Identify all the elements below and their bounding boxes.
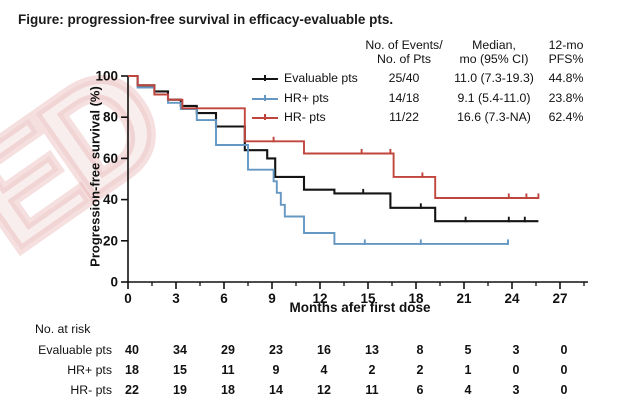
x-tick-label: 12 [312,291,327,306]
y-tick-label: 40 [103,192,118,207]
legend-header-line: No. of Events/ [365,38,443,52]
at-risk-value: 8 [416,343,424,357]
y-tick-label: 60 [103,151,118,166]
legend-header-line: No. of Pts [377,52,431,66]
at-risk-row-label: HR+ pts [67,363,112,377]
legend: No. of Events/No. of Pts Median, mo (95% C… [0,0,622,140]
y-tick-label: 20 [103,233,118,248]
figure-title: Figure: progression-free survival in eff… [18,12,394,27]
x-tick-label: 15 [360,291,376,306]
legend-median-value: 11.0 (7.3-19.3) [454,71,534,85]
legend-row: Evaluable pts 25/40 11.0 (7.3-19.3) 44.8% [0,70,622,88]
legend-pfs-value: 44.8% [548,71,584,85]
at-risk-value: 23 [269,343,283,357]
at-risk-row-label: Evaluable pts [38,343,112,357]
at-risk-value: 0 [560,343,568,357]
legend-header-line: mo (95% CI) [459,52,529,66]
at-risk-value: 1 [464,363,472,377]
legend-column-header: Median, mo (95% CI) [429,38,559,66]
at-risk-value: 5 [464,343,472,357]
legend-censor-tick [263,74,266,81]
legend-median-value: 16.6 (7.3-NA) [457,110,531,124]
x-tick-label: 21 [456,291,472,306]
x-axis-label: Months afer first dose [289,300,431,315]
x-tick-label: 27 [552,291,567,306]
at-risk-value: 3 [512,343,520,357]
at-risk-value: 19 [173,383,187,397]
at-risk-value: 4 [464,383,472,397]
at-risk-value: 40 [125,343,139,357]
legend-swatch [252,112,278,124]
legend-events-value: 11/22 [389,110,419,124]
at-risk-row-label: HR- pts [70,383,112,397]
at-risk-value: 18 [221,383,235,397]
legend-censor-tick [263,113,266,120]
x-tick-label: 9 [268,291,276,306]
legend-label: HR+ pts [284,91,329,105]
at-risk-value: 22 [125,383,139,397]
legend-column-header: 12-mo PFS% [534,38,598,66]
legend-label: Evaluable pts [284,71,358,85]
at-risk-value: 9 [272,363,280,377]
survival-curve-2 [128,75,539,199]
legend-events-value: 14/18 [388,91,420,105]
at-risk-value: 2 [416,363,424,377]
legend-pfs-value: 62.4% [548,110,584,124]
x-tick-label: 6 [220,291,228,306]
legend-header-line: PFS% [548,52,584,66]
legend-censor-tick [263,94,266,101]
legend-header-line: Median, [472,38,516,52]
x-tick-label: 24 [504,291,520,306]
y-tick-label: 100 [95,69,118,84]
at-risk-value: 11 [365,383,379,397]
y-tick-label: 80 [103,110,118,125]
at-risk-value: 6 [416,383,424,397]
legend-swatch [252,73,278,85]
at-risk-value: 4 [320,363,328,377]
legend-pfs-value: 23.8% [548,91,584,105]
x-tick-label: 18 [408,291,424,306]
at-risk-value: 16 [317,343,331,357]
legend-header-line: 12-mo [548,38,584,52]
x-tick-label: 3 [172,291,180,306]
at-risk-value: 13 [365,343,379,357]
at-risk-value: 34 [173,343,187,357]
legend-label: HR- pts [284,110,326,124]
legend-swatch [252,93,278,105]
at-risk-value: 2 [368,363,376,377]
at-risk-value: 14 [269,383,283,397]
at-risk-value: 12 [317,383,331,397]
legend-row: HR- pts 11/22 16.6 (7.3-NA) 62.4% [0,109,622,127]
at-risk-value: 0 [560,363,568,377]
legend-median-value: 9.1 (5.4-11.0) [457,91,531,105]
at-risk-value: 0 [512,363,520,377]
at-risk-value: 15 [173,363,187,377]
legend-events-value: 25/40 [388,71,420,85]
at-risk-title: No. at risk [35,322,91,336]
at-risk-value: 3 [512,383,520,397]
at-risk-value: 18 [125,363,139,377]
at-risk-value: 11 [221,363,235,377]
at-risk-value: 29 [221,343,235,357]
at-risk-value: 0 [560,383,568,397]
y-tick-label: 0 [110,275,118,290]
legend-column-header: No. of Events/No. of Pts [356,38,452,66]
x-tick-label: 0 [124,291,132,306]
legend-row: HR+ pts 14/18 9.1 (5.4-11.0) 23.8% [0,90,622,108]
